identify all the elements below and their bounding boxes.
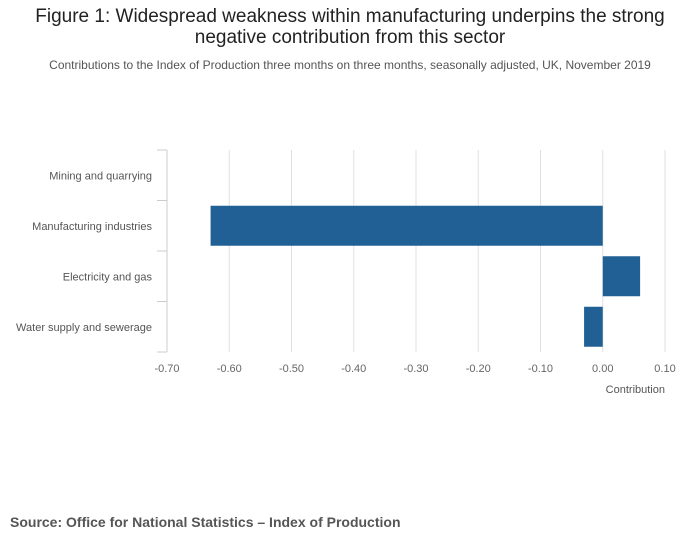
x-tick-label: -0.50 — [279, 363, 304, 375]
chart-title: Figure 1: Widespread weakness within man… — [35, 6, 665, 48]
bar — [584, 306, 603, 347]
x-tick-labels: -0.70 -0.60 -0.50 -0.40 -0.30 -0.20 -0.10 0.00 0… — [154, 363, 675, 375]
x-tick-label: -0.70 — [154, 363, 179, 375]
source-note: Source: Office for National Statistics –… — [10, 514, 401, 530]
x-tick-label: 0.00 — [592, 363, 613, 375]
bars — [210, 205, 641, 347]
chart-subtitle: Contributions to the Index of Production… — [49, 58, 651, 72]
category-label: Water supply and sewerage — [16, 322, 152, 334]
x-axis-label: Contribution — [606, 384, 665, 396]
x-tick-label: -0.20 — [466, 363, 491, 375]
x-tick-label: -0.40 — [341, 363, 366, 375]
x-tick-label: -0.10 — [528, 363, 553, 375]
bar — [602, 256, 641, 297]
x-tick-label: 0.10 — [654, 363, 675, 375]
bar — [210, 205, 603, 246]
category-label: Mining and quarrying — [49, 170, 152, 182]
x-tick-label: -0.60 — [217, 363, 242, 375]
category-axis: Mining and quarrying Manufacturing indust… — [16, 149, 168, 353]
category-label: Electricity and gas — [63, 271, 153, 283]
category-label: Manufacturing industries — [32, 221, 152, 233]
x-tick-label: -0.30 — [403, 363, 428, 375]
